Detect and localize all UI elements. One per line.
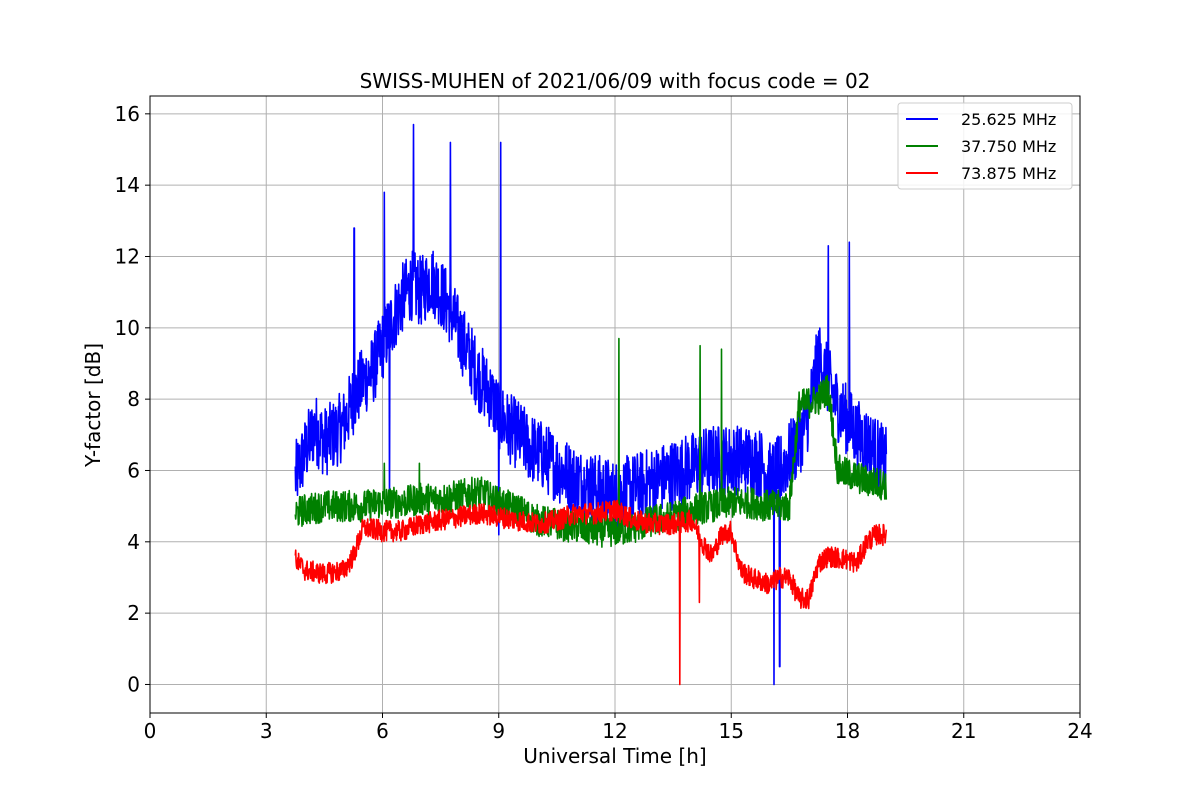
- legend-label: 25.625 MHz: [961, 110, 1056, 129]
- chart-title: SWISS-MUHEN of 2021/06/09 with focus cod…: [360, 69, 871, 93]
- y-tick-label: 10: [115, 316, 140, 340]
- x-tick-label: 9: [492, 719, 505, 743]
- legend: 25.625 MHz 37.750 MHz 73.875 MHz: [897, 102, 1073, 190]
- y-tick-label: 4: [127, 530, 140, 554]
- legend-label: 37.750 MHz: [961, 137, 1056, 156]
- y-tick-label: 6: [127, 458, 140, 482]
- x-tick-label: 15: [719, 719, 744, 743]
- y-tick-label: 2: [127, 601, 140, 625]
- y-tick-label: 8: [127, 387, 140, 411]
- series-layer: [294, 123, 888, 686]
- legend-label: 73.875 MHz: [961, 164, 1056, 183]
- x-tick-label: 6: [376, 719, 389, 743]
- y-tick-label: 14: [115, 173, 140, 197]
- series-line-1: [294, 123, 888, 686]
- x-tick-label: 3: [260, 719, 273, 743]
- x-tick-label: 21: [951, 719, 976, 743]
- series-line-2: [294, 337, 888, 548]
- x-tick-label: 18: [835, 719, 860, 743]
- x-tick-label: 0: [144, 719, 157, 743]
- x-tick-label: 24: [1067, 719, 1092, 743]
- series-line-3: [294, 499, 888, 686]
- y-tick-label: 12: [115, 244, 140, 268]
- legend-box: [897, 102, 1073, 190]
- x-axis-label: Universal Time [h]: [523, 744, 706, 768]
- x-tick-label: 12: [602, 719, 627, 743]
- y-axis-label: Y-factor [dB]: [81, 343, 105, 468]
- y-tick-label: 16: [115, 102, 140, 126]
- y-tick-label: 0: [127, 672, 140, 696]
